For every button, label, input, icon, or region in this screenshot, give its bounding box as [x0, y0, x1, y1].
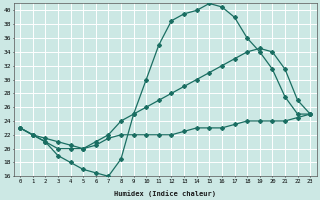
- X-axis label: Humidex (Indice chaleur): Humidex (Indice chaleur): [114, 190, 216, 197]
